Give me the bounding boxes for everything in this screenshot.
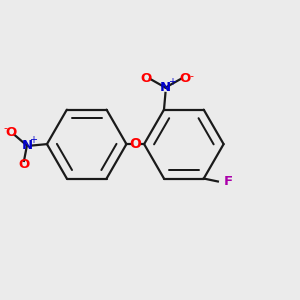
Text: O: O xyxy=(129,137,141,151)
Text: O: O xyxy=(18,158,30,171)
Text: F: F xyxy=(224,175,233,188)
Text: -: - xyxy=(3,123,8,133)
Text: N: N xyxy=(160,81,171,94)
Text: +: + xyxy=(29,135,37,145)
Text: O: O xyxy=(141,72,152,85)
Text: +: + xyxy=(168,77,176,87)
Text: N: N xyxy=(21,139,32,152)
Text: -: - xyxy=(189,71,193,81)
Text: O: O xyxy=(179,72,190,85)
Text: O: O xyxy=(5,126,16,139)
